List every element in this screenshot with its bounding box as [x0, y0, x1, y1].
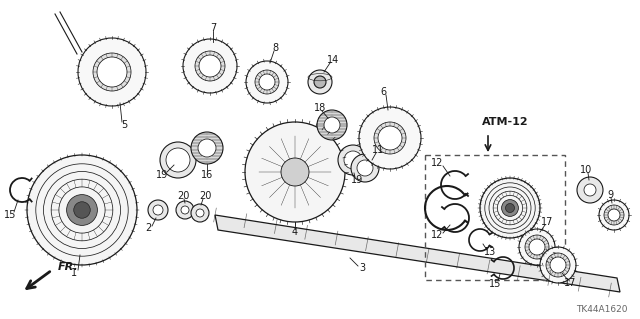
Circle shape [599, 200, 629, 230]
Circle shape [314, 76, 326, 88]
Text: 12: 12 [431, 230, 443, 240]
Circle shape [74, 202, 90, 218]
Text: 15: 15 [4, 210, 16, 220]
Text: 5: 5 [121, 120, 127, 130]
Text: 20: 20 [199, 191, 211, 201]
Circle shape [160, 142, 196, 178]
Circle shape [529, 239, 545, 255]
Text: 10: 10 [580, 165, 592, 175]
Circle shape [166, 148, 190, 172]
Text: 12: 12 [431, 158, 443, 168]
Text: 1: 1 [71, 268, 77, 278]
Circle shape [67, 195, 97, 226]
Circle shape [378, 126, 402, 150]
Circle shape [27, 155, 137, 265]
Circle shape [259, 74, 275, 90]
Circle shape [502, 200, 518, 216]
Text: 17: 17 [541, 217, 553, 227]
Text: 7: 7 [210, 23, 216, 33]
Circle shape [78, 38, 146, 106]
Circle shape [324, 117, 340, 133]
Circle shape [357, 160, 373, 176]
Text: 9: 9 [607, 190, 613, 200]
Circle shape [584, 184, 596, 196]
Text: 19: 19 [351, 175, 363, 185]
Text: 18: 18 [314, 103, 326, 113]
Text: 2: 2 [145, 223, 151, 233]
Circle shape [183, 39, 237, 93]
Circle shape [191, 132, 223, 164]
Text: 6: 6 [380, 87, 386, 97]
Text: 4: 4 [292, 227, 298, 237]
Text: 11: 11 [372, 145, 384, 155]
Circle shape [255, 70, 279, 94]
Text: FR.: FR. [58, 262, 79, 272]
Circle shape [195, 51, 225, 81]
Circle shape [281, 158, 309, 186]
Text: 14: 14 [327, 55, 339, 65]
Bar [425, 155, 565, 280]
Circle shape [546, 253, 570, 277]
Circle shape [93, 53, 131, 91]
Text: TK44A1620: TK44A1620 [576, 306, 628, 315]
Circle shape [148, 200, 168, 220]
Circle shape [359, 107, 421, 169]
Circle shape [338, 145, 368, 175]
Circle shape [480, 178, 540, 238]
Circle shape [246, 61, 288, 103]
Circle shape [181, 206, 189, 214]
Text: 16: 16 [201, 170, 213, 180]
Circle shape [374, 122, 406, 154]
Text: 17: 17 [564, 278, 576, 288]
Circle shape [191, 204, 209, 222]
Text: ATM-12: ATM-12 [482, 117, 528, 127]
Circle shape [577, 177, 603, 203]
Circle shape [540, 247, 576, 283]
Circle shape [199, 55, 221, 77]
Text: 13: 13 [484, 247, 496, 257]
Circle shape [525, 235, 549, 259]
Circle shape [550, 257, 566, 273]
Circle shape [608, 209, 620, 221]
Text: 15: 15 [489, 279, 501, 289]
Text: 19: 19 [156, 170, 168, 180]
Circle shape [519, 229, 555, 265]
Circle shape [308, 70, 332, 94]
Circle shape [198, 139, 216, 157]
Text: 3: 3 [359, 263, 365, 273]
Circle shape [176, 201, 194, 219]
Circle shape [245, 122, 345, 222]
Circle shape [97, 57, 127, 87]
Circle shape [344, 151, 362, 169]
Circle shape [351, 154, 379, 182]
Circle shape [196, 209, 204, 217]
Circle shape [317, 110, 347, 140]
Circle shape [506, 204, 515, 212]
Circle shape [604, 205, 624, 225]
Text: 8: 8 [272, 43, 278, 53]
Circle shape [153, 205, 163, 215]
Polygon shape [215, 215, 620, 292]
Text: 20: 20 [177, 191, 189, 201]
